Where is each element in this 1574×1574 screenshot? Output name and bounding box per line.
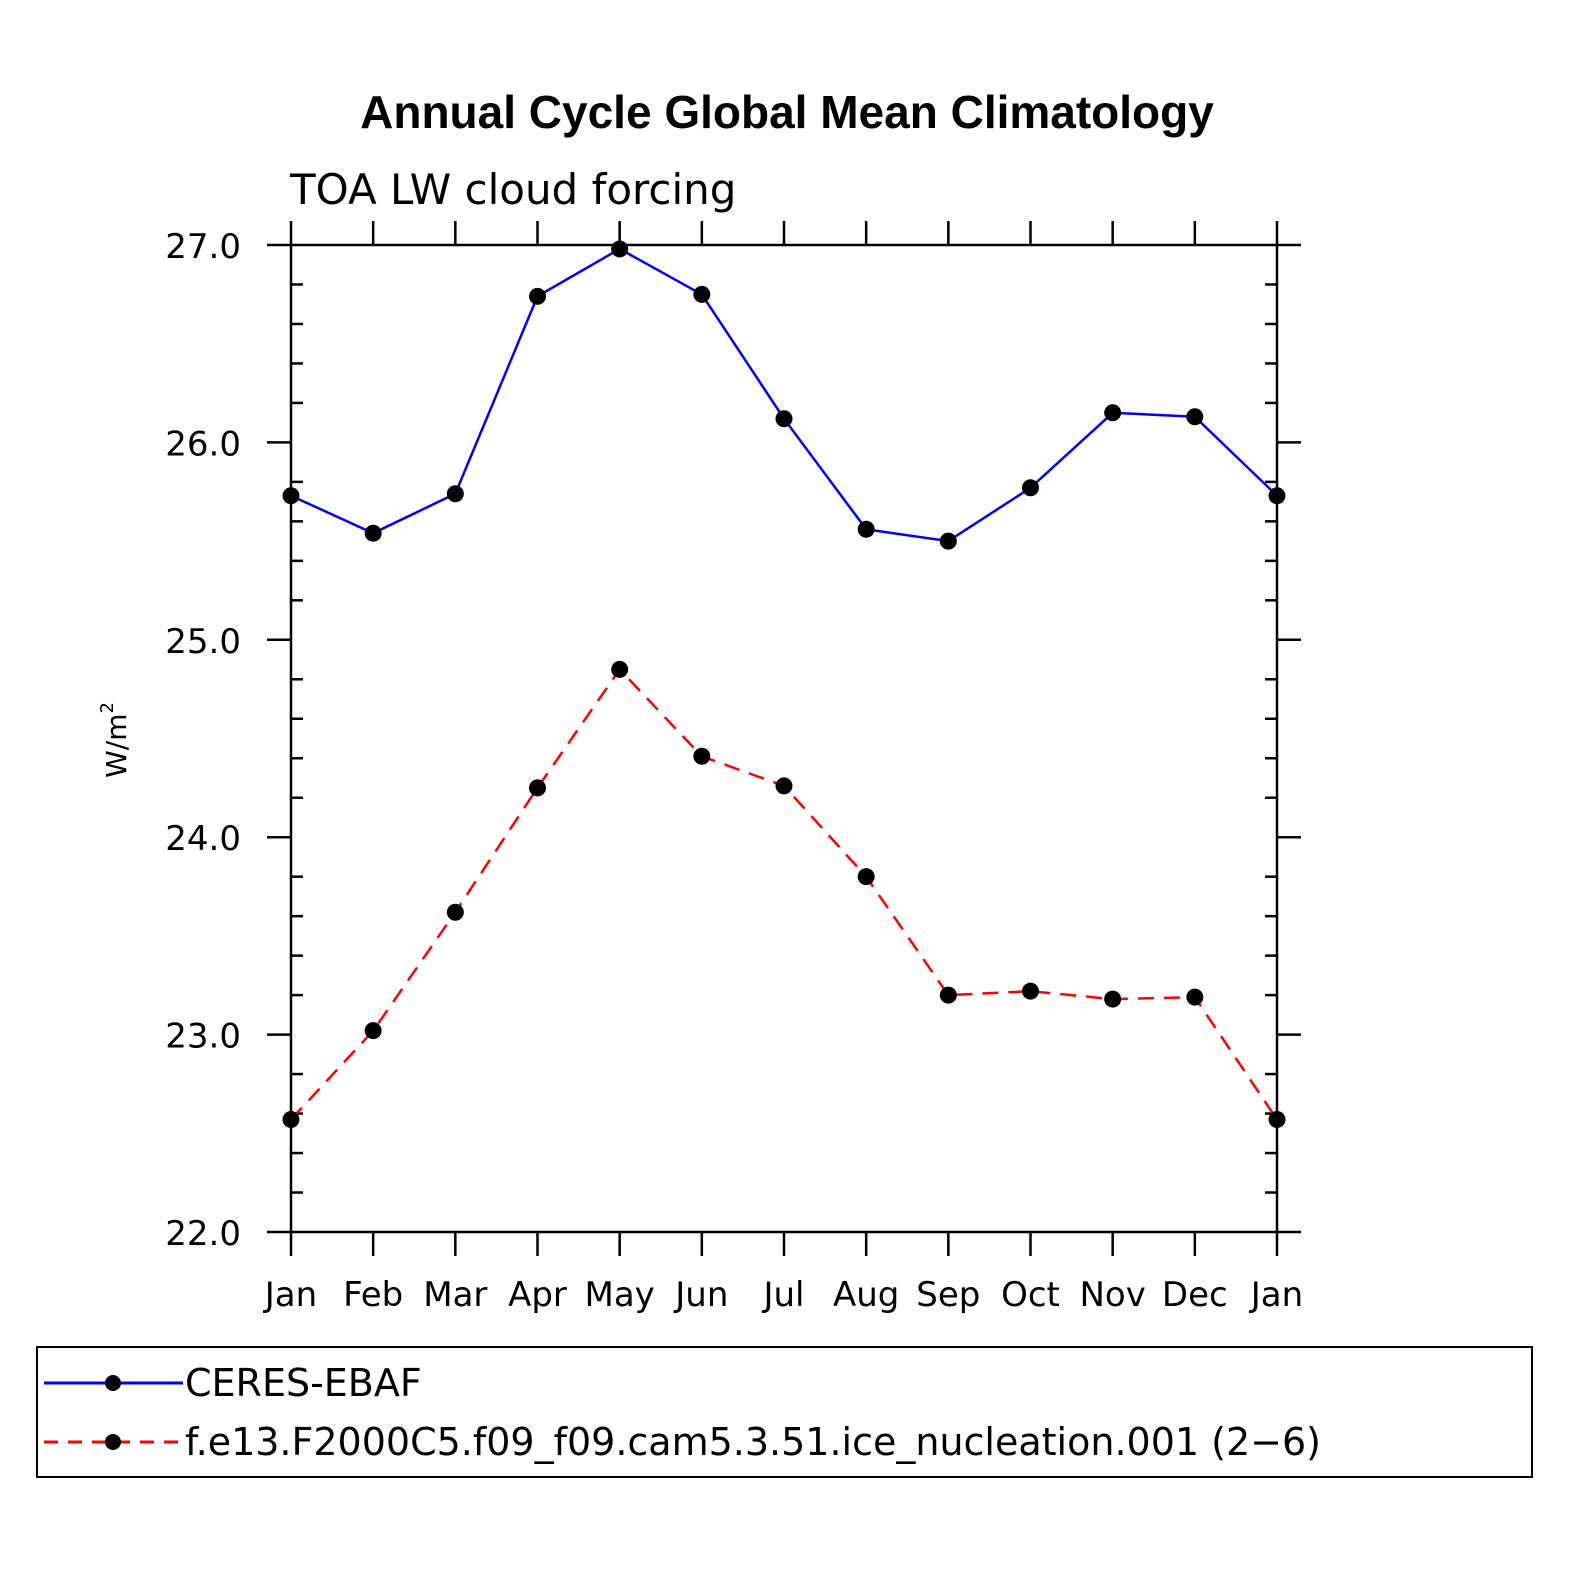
legend-swatch-marker-ceres [105,1375,121,1391]
x-tick-label: Jul [761,1275,804,1315]
series-1-point [1268,1110,1286,1128]
x-tick-label: Jan [1249,1275,1303,1315]
legend-frame [36,1346,1533,1478]
y-axis-label-superscript: 2 [97,702,118,713]
legend-label-ceres: CERES-EBAF [185,1361,422,1405]
y-axis-label: W/m2 [97,702,133,778]
y-tick-label: 22.0 [165,1214,241,1254]
x-tick-label: Sep [916,1275,980,1315]
series-0-point [529,287,546,305]
plot-frame [289,243,1279,1234]
series-0-point [446,485,464,503]
y-tick-label: 24.0 [165,819,241,859]
series-1-point [693,747,711,765]
x-tick-label: May [585,1275,655,1315]
x-tick-label: Feb [343,1275,403,1315]
legend-label-model: f.e13.F2000C5.f09_f09.cam5.3.51.ice_nucl… [185,1420,1321,1464]
plot-series [282,240,1286,1128]
series-1-point [1104,990,1122,1008]
series-1-point [282,1110,300,1128]
series-0-point [1268,487,1286,505]
series-1-point [446,903,464,921]
series-1-point [1022,982,1039,1000]
series-0-point [775,410,793,428]
series-1-point [611,660,629,678]
svg-text:W/m2: W/m2 [97,702,133,778]
legend: CERES-EBAF f.e13.F2000C5.f09_f09.cam5.3.… [36,1346,1533,1478]
x-tick-label: Mar [423,1275,487,1315]
x-tick-label: Jan [263,1275,317,1315]
y-tick-label: 25.0 [165,622,241,662]
series-line-0 [290,247,1278,543]
series-1-point [1186,988,1204,1006]
x-tick-label: Apr [508,1275,567,1315]
legend-swatch-marker-model [105,1434,121,1450]
series-0-point [1104,404,1122,422]
series-1-point [857,868,875,886]
series-1-point [529,779,546,797]
x-tick-label: Jun [673,1275,728,1315]
axes: Jan Feb Mar Apr May Jun Jul Aug Sep Oct Nov Dec Jan 2… [165,221,1303,1315]
chart-subtitle: TOA LW cloud forcing [289,165,736,214]
series-1-point [364,1022,382,1040]
y-axis-label-text: W/m [100,714,133,778]
series-0-point [364,524,382,542]
series-0-point [857,520,875,538]
x-tick-label: Aug [833,1275,899,1315]
x-tick-label: Dec [1162,1275,1228,1315]
x-tick-label: Nov [1079,1275,1145,1315]
series-0-point [611,240,629,258]
series-0-point [1186,408,1204,426]
series-0-point [693,285,711,303]
y-tick-label: 23.0 [165,1017,241,1057]
series-0-point [282,487,300,505]
x-tick-label: Oct [1001,1275,1060,1315]
chart-title: Annual Cycle Global Mean Climatology [360,86,1214,138]
series-line-1 [290,667,1279,1121]
series-0-point [1022,479,1039,497]
y-tick-label: 26.0 [165,424,241,464]
series-0-point [939,532,957,550]
y-tick-label: 27.0 [165,227,241,267]
series-1-point [775,777,793,795]
series-1-point [939,986,957,1004]
